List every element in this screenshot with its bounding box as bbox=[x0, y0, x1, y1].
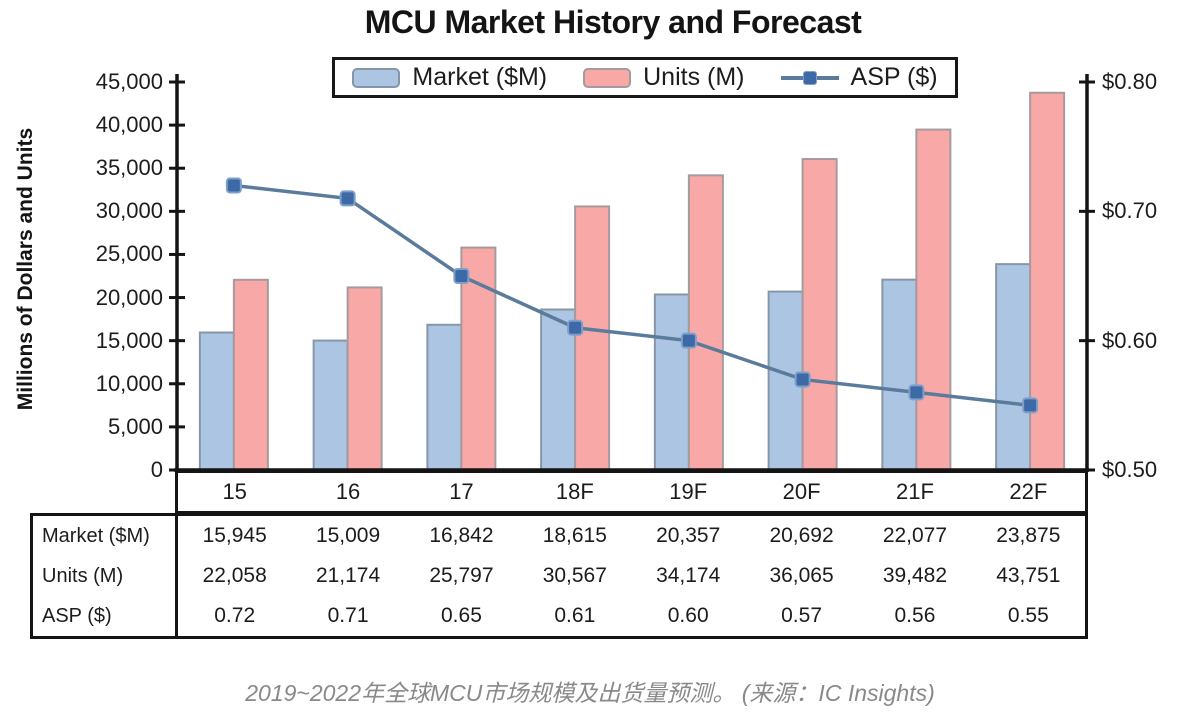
table-row-label: Market ($M) bbox=[33, 516, 178, 556]
table-cell: 25,797 bbox=[429, 564, 494, 587]
left-axis-tick-label: 15,000 bbox=[95, 327, 163, 353]
table-cell: 16,842 bbox=[429, 524, 494, 547]
units-bar bbox=[1029, 91, 1066, 471]
left-axis-tick-label: 10,000 bbox=[95, 370, 163, 396]
table-cell: 22,058 bbox=[202, 564, 267, 587]
legend-label-units: Units (M) bbox=[643, 63, 745, 91]
x-axis-category-label: 17 bbox=[449, 479, 474, 504]
table-cell: 0.55 bbox=[1007, 604, 1049, 627]
table-cell: 36,065 bbox=[769, 564, 834, 587]
left-axis-tick-label: 5,000 bbox=[107, 413, 163, 439]
left-axis-tick-label: 45,000 bbox=[95, 69, 163, 94]
table-cell: 20,692 bbox=[769, 524, 834, 547]
table-row-label: ASP ($) bbox=[33, 596, 178, 636]
table-cell: 15,009 bbox=[315, 524, 381, 547]
units-legend-swatch-icon bbox=[583, 67, 632, 88]
market-bar bbox=[198, 331, 235, 472]
legend-label-asp: ASP ($) bbox=[850, 63, 938, 91]
left-axis-tick-label: 20,000 bbox=[95, 284, 163, 310]
figure-caption: 2019~2022年全球MCU市场规模及出货量预测。 (来源：IC Insigh… bbox=[245, 680, 935, 706]
data-table: Market ($M) 15,945 15,009 16,842 18,615 20,35… bbox=[30, 513, 1088, 639]
table-cell: 20,357 bbox=[656, 524, 721, 547]
asp-marker bbox=[1022, 397, 1039, 414]
left-axis-tick-label: 30,000 bbox=[95, 198, 163, 224]
right-axis-tick-label: $0.60 bbox=[1102, 327, 1158, 353]
market-bar bbox=[312, 339, 349, 472]
x-axis-category-label: 22F bbox=[1009, 479, 1048, 504]
legend-label-market: Market ($M) bbox=[412, 63, 548, 91]
asp-marker bbox=[567, 319, 584, 336]
market-bar bbox=[426, 323, 463, 472]
table-cell: 21,174 bbox=[315, 564, 381, 587]
left-axis-tick-label: 0 bbox=[150, 457, 163, 482]
left-axis-tick-label: 35,000 bbox=[95, 155, 163, 181]
x-axis-label-row: 15 16 17 18F 19F 20F 21F 22F bbox=[175, 470, 1088, 514]
units-bar bbox=[915, 128, 952, 471]
x-axis-category-label: 20F bbox=[782, 479, 821, 504]
market-bar bbox=[653, 293, 690, 471]
asp-legend-marker-icon bbox=[780, 68, 839, 88]
chart-title: MCU Market History and Forecast bbox=[364, 4, 862, 40]
x-axis-category-label: 16 bbox=[335, 479, 361, 504]
market-bar bbox=[881, 278, 918, 471]
table-row-label: Units (M) bbox=[33, 556, 178, 596]
asp-marker bbox=[908, 384, 925, 401]
table-cell: 0.60 bbox=[667, 604, 709, 627]
table-cell: 0.72 bbox=[214, 604, 256, 627]
x-axis-category-label: 15 bbox=[222, 479, 247, 504]
table-cell: 34,174 bbox=[656, 564, 721, 587]
table-cell: 0.71 bbox=[327, 604, 369, 627]
table-cell: 39,482 bbox=[882, 564, 948, 587]
table-cell: 15,945 bbox=[202, 524, 267, 547]
units-bar bbox=[346, 286, 383, 472]
right-axis-tick-label: $0.70 bbox=[1102, 198, 1158, 224]
table-cell: 43,751 bbox=[996, 564, 1061, 587]
x-axis-category-label: 21F bbox=[895, 479, 934, 504]
asp-marker bbox=[339, 190, 356, 207]
table-cell: 23,875 bbox=[996, 524, 1061, 547]
units-bar bbox=[574, 205, 611, 472]
right-axis-tick-label: $0.80 bbox=[1102, 69, 1158, 94]
table-cell: 0.56 bbox=[894, 604, 936, 627]
left-axis-tick-label: 25,000 bbox=[95, 241, 163, 267]
chart-legend: Market ($M) Units (M) ASP ($) bbox=[332, 57, 958, 98]
table-cell: 0.57 bbox=[781, 604, 822, 627]
table-cell: 0.65 bbox=[441, 604, 482, 627]
units-bar bbox=[232, 278, 269, 472]
right-axis-tick-label: $0.50 bbox=[1102, 457, 1158, 482]
units-bar bbox=[801, 158, 838, 471]
table-cell: 18,615 bbox=[542, 524, 607, 547]
asp-marker bbox=[453, 268, 470, 284]
x-axis-category-label: 19F bbox=[669, 479, 708, 504]
table-cell: 0.61 bbox=[554, 604, 596, 627]
asp-marker bbox=[794, 371, 811, 388]
units-bar bbox=[687, 174, 724, 471]
x-axis-category-label: 18F bbox=[555, 479, 594, 504]
table-cell: 22,077 bbox=[882, 524, 948, 547]
asp-marker bbox=[225, 177, 242, 194]
left-axis-tick-label: 40,000 bbox=[95, 112, 163, 138]
table-cell: 30,567 bbox=[542, 564, 607, 587]
market-bar bbox=[995, 263, 1032, 471]
asp-marker bbox=[680, 332, 697, 349]
asp-line bbox=[233, 183, 1031, 408]
market-legend-swatch-icon bbox=[352, 67, 401, 88]
